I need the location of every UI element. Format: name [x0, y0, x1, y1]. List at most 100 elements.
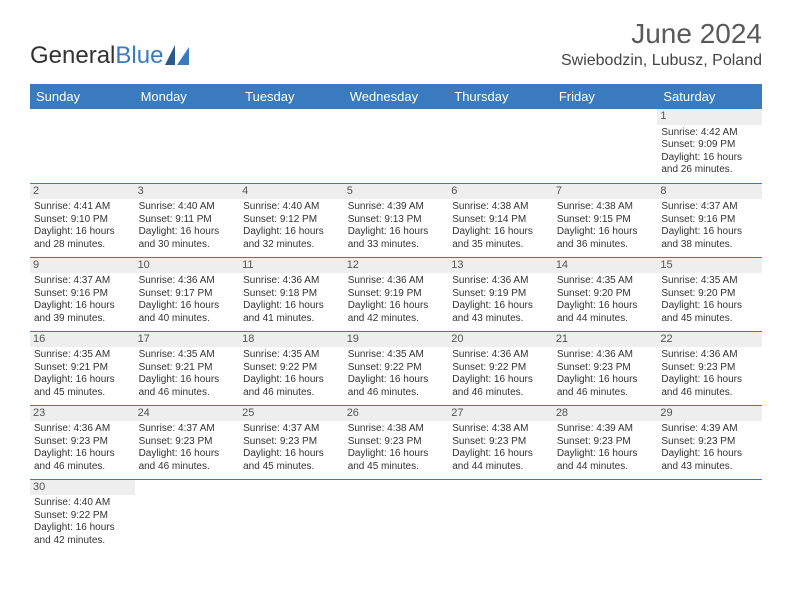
day-number: 18	[239, 332, 344, 348]
day-number: 29	[657, 406, 762, 422]
calendar-cell: 5Sunrise: 4:39 AMSunset: 9:13 PMDaylight…	[344, 183, 449, 257]
day-number: 7	[553, 184, 658, 200]
day-number: 17	[135, 332, 240, 348]
day-info: Sunrise: 4:36 AMSunset: 9:23 PMDaylight:…	[661, 349, 758, 399]
day-info: Sunrise: 4:35 AMSunset: 9:22 PMDaylight:…	[243, 349, 340, 399]
day-number: 13	[448, 258, 553, 274]
calendar-cell: 7Sunrise: 4:38 AMSunset: 9:15 PMDaylight…	[553, 183, 658, 257]
calendar-cell: 24Sunrise: 4:37 AMSunset: 9:23 PMDayligh…	[135, 405, 240, 479]
calendar-cell	[135, 109, 240, 183]
calendar-cell: 10Sunrise: 4:36 AMSunset: 9:17 PMDayligh…	[135, 257, 240, 331]
day-info: Sunrise: 4:39 AMSunset: 9:23 PMDaylight:…	[557, 423, 654, 473]
weekday-header: Friday	[553, 84, 658, 109]
day-number: 6	[448, 184, 553, 200]
day-number: 3	[135, 184, 240, 200]
calendar-cell	[30, 109, 135, 183]
day-info: Sunrise: 4:35 AMSunset: 9:21 PMDaylight:…	[34, 349, 131, 399]
day-info: Sunrise: 4:40 AMSunset: 9:12 PMDaylight:…	[243, 201, 340, 251]
day-info: Sunrise: 4:36 AMSunset: 9:22 PMDaylight:…	[452, 349, 549, 399]
day-number: 11	[239, 258, 344, 274]
calendar-table: Sunday Monday Tuesday Wednesday Thursday…	[30, 84, 762, 553]
logo-text-blue: Blue	[115, 42, 163, 70]
weekday-header: Wednesday	[344, 84, 449, 109]
calendar-cell: 3Sunrise: 4:40 AMSunset: 9:11 PMDaylight…	[135, 183, 240, 257]
day-number: 27	[448, 406, 553, 422]
day-info: Sunrise: 4:35 AMSunset: 9:21 PMDaylight:…	[139, 349, 236, 399]
page-header: GeneralBlue June 2024 Swiebodzin, Lubusz…	[0, 0, 792, 78]
calendar-body: 1Sunrise: 4:42 AMSunset: 9:09 PMDaylight…	[30, 109, 762, 553]
day-info: Sunrise: 4:36 AMSunset: 9:19 PMDaylight:…	[348, 275, 445, 325]
day-info: Sunrise: 4:37 AMSunset: 9:23 PMDaylight:…	[139, 423, 236, 473]
weekday-header: Monday	[135, 84, 240, 109]
day-number: 25	[239, 406, 344, 422]
day-number: 2	[30, 184, 135, 200]
logo-text-general: General	[30, 42, 115, 70]
day-info: Sunrise: 4:36 AMSunset: 9:17 PMDaylight:…	[139, 275, 236, 325]
day-info: Sunrise: 4:37 AMSunset: 9:16 PMDaylight:…	[661, 201, 758, 251]
day-number: 21	[553, 332, 658, 348]
day-number: 24	[135, 406, 240, 422]
calendar-cell: 27Sunrise: 4:38 AMSunset: 9:23 PMDayligh…	[448, 405, 553, 479]
day-number: 30	[30, 480, 135, 496]
calendar-cell: 25Sunrise: 4:37 AMSunset: 9:23 PMDayligh…	[239, 405, 344, 479]
calendar-cell: 14Sunrise: 4:35 AMSunset: 9:20 PMDayligh…	[553, 257, 658, 331]
day-info: Sunrise: 4:38 AMSunset: 9:23 PMDaylight:…	[348, 423, 445, 473]
day-number: 10	[135, 258, 240, 274]
calendar-head: Sunday Monday Tuesday Wednesday Thursday…	[30, 84, 762, 109]
day-info: Sunrise: 4:35 AMSunset: 9:20 PMDaylight:…	[661, 275, 758, 325]
day-number: 5	[344, 184, 449, 200]
calendar-cell: 1Sunrise: 4:42 AMSunset: 9:09 PMDaylight…	[657, 109, 762, 183]
day-number: 9	[30, 258, 135, 274]
day-info: Sunrise: 4:37 AMSunset: 9:23 PMDaylight:…	[243, 423, 340, 473]
day-number: 4	[239, 184, 344, 200]
day-info: Sunrise: 4:38 AMSunset: 9:14 PMDaylight:…	[452, 201, 549, 251]
day-number: 22	[657, 332, 762, 348]
calendar-cell	[239, 479, 344, 553]
day-number: 20	[448, 332, 553, 348]
day-info: Sunrise: 4:35 AMSunset: 9:20 PMDaylight:…	[557, 275, 654, 325]
day-info: Sunrise: 4:42 AMSunset: 9:09 PMDaylight:…	[661, 127, 758, 177]
day-number: 15	[657, 258, 762, 274]
weekday-header: Sunday	[30, 84, 135, 109]
day-info: Sunrise: 4:36 AMSunset: 9:23 PMDaylight:…	[557, 349, 654, 399]
day-info: Sunrise: 4:39 AMSunset: 9:23 PMDaylight:…	[661, 423, 758, 473]
calendar-cell: 8Sunrise: 4:37 AMSunset: 9:16 PMDaylight…	[657, 183, 762, 257]
day-info: Sunrise: 4:40 AMSunset: 9:11 PMDaylight:…	[139, 201, 236, 251]
logo: GeneralBlue	[30, 42, 191, 70]
day-info: Sunrise: 4:38 AMSunset: 9:23 PMDaylight:…	[452, 423, 549, 473]
calendar-cell: 13Sunrise: 4:36 AMSunset: 9:19 PMDayligh…	[448, 257, 553, 331]
calendar-cell: 22Sunrise: 4:36 AMSunset: 9:23 PMDayligh…	[657, 331, 762, 405]
weekday-header: Tuesday	[239, 84, 344, 109]
calendar-cell	[344, 479, 449, 553]
day-number: 28	[553, 406, 658, 422]
day-info: Sunrise: 4:39 AMSunset: 9:13 PMDaylight:…	[348, 201, 445, 251]
calendar-cell	[239, 109, 344, 183]
day-number: 12	[344, 258, 449, 274]
weekday-header: Thursday	[448, 84, 553, 109]
calendar-cell: 9Sunrise: 4:37 AMSunset: 9:16 PMDaylight…	[30, 257, 135, 331]
calendar-cell	[135, 479, 240, 553]
header-right: June 2024 Swiebodzin, Lubusz, Poland	[561, 18, 762, 70]
calendar-cell	[657, 479, 762, 553]
calendar-cell: 21Sunrise: 4:36 AMSunset: 9:23 PMDayligh…	[553, 331, 658, 405]
logo-sail-icon	[165, 45, 191, 67]
calendar-cell: 19Sunrise: 4:35 AMSunset: 9:22 PMDayligh…	[344, 331, 449, 405]
calendar-cell: 11Sunrise: 4:36 AMSunset: 9:18 PMDayligh…	[239, 257, 344, 331]
day-number: 8	[657, 184, 762, 200]
day-info: Sunrise: 4:36 AMSunset: 9:18 PMDaylight:…	[243, 275, 340, 325]
day-info: Sunrise: 4:40 AMSunset: 9:22 PMDaylight:…	[34, 497, 131, 547]
calendar-cell: 20Sunrise: 4:36 AMSunset: 9:22 PMDayligh…	[448, 331, 553, 405]
calendar-cell: 6Sunrise: 4:38 AMSunset: 9:14 PMDaylight…	[448, 183, 553, 257]
calendar-cell	[344, 109, 449, 183]
weekday-header: Saturday	[657, 84, 762, 109]
day-info: Sunrise: 4:35 AMSunset: 9:22 PMDaylight:…	[348, 349, 445, 399]
calendar-cell	[448, 479, 553, 553]
calendar-cell: 2Sunrise: 4:41 AMSunset: 9:10 PMDaylight…	[30, 183, 135, 257]
calendar-cell: 23Sunrise: 4:36 AMSunset: 9:23 PMDayligh…	[30, 405, 135, 479]
calendar-cell: 26Sunrise: 4:38 AMSunset: 9:23 PMDayligh…	[344, 405, 449, 479]
calendar-cell	[553, 109, 658, 183]
day-info: Sunrise: 4:41 AMSunset: 9:10 PMDaylight:…	[34, 201, 131, 251]
calendar-cell: 28Sunrise: 4:39 AMSunset: 9:23 PMDayligh…	[553, 405, 658, 479]
location-label: Swiebodzin, Lubusz, Poland	[561, 52, 762, 70]
calendar-cell: 29Sunrise: 4:39 AMSunset: 9:23 PMDayligh…	[657, 405, 762, 479]
